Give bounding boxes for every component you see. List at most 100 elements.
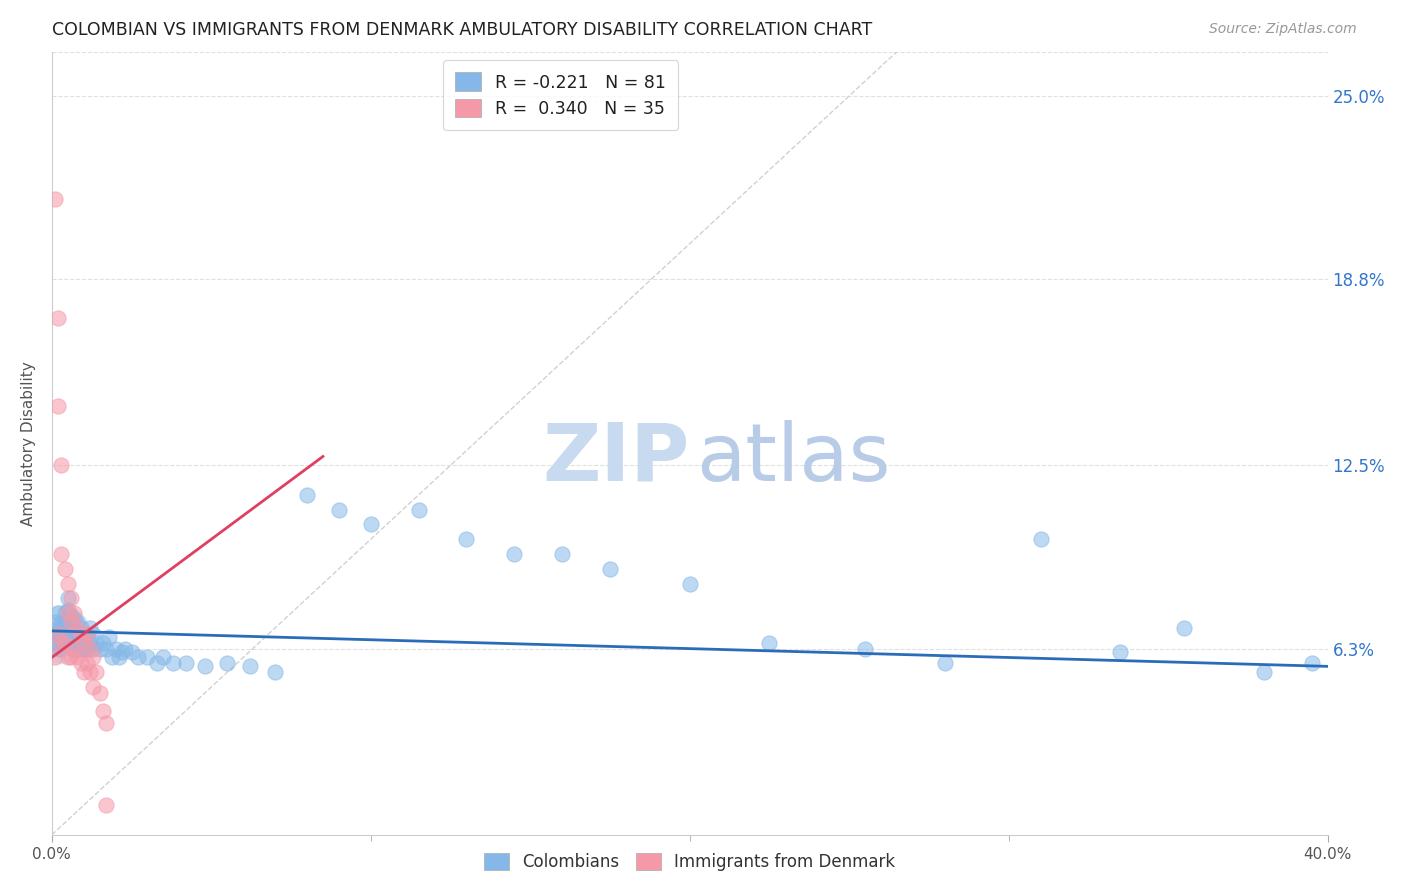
Point — [63, 612, 86, 626]
Point — [758, 636, 780, 650]
Point — [63, 641, 86, 656]
Point — [44, 636, 66, 650]
Point — [82, 641, 104, 656]
Point — [295, 488, 318, 502]
Point — [51, 458, 73, 473]
Point — [56, 627, 79, 641]
Point — [51, 641, 73, 656]
Point — [79, 621, 101, 635]
Point — [59, 636, 82, 650]
Point — [59, 627, 82, 641]
Point — [56, 603, 79, 617]
Point — [107, 650, 129, 665]
Point — [1173, 621, 1195, 635]
Point — [1029, 533, 1052, 547]
Point — [66, 615, 89, 629]
Point — [53, 606, 76, 620]
Point — [1301, 657, 1323, 671]
Point — [56, 606, 79, 620]
Point — [63, 606, 86, 620]
Point — [73, 627, 96, 641]
Point — [66, 621, 89, 635]
Point — [63, 630, 86, 644]
Point — [46, 627, 69, 641]
Text: COLOMBIAN VS IMMIGRANTS FROM DENMARK AMBULATORY DISABILITY CORRELATION CHART: COLOMBIAN VS IMMIGRANTS FROM DENMARK AMB… — [52, 21, 872, 39]
Point — [56, 615, 79, 629]
Point — [51, 547, 73, 561]
Point — [82, 627, 104, 641]
Point — [44, 650, 66, 665]
Point — [44, 615, 66, 629]
Point — [51, 636, 73, 650]
Point — [101, 650, 124, 665]
Point — [82, 680, 104, 694]
Text: ZIP: ZIP — [543, 420, 690, 498]
Point — [46, 627, 69, 641]
Point — [934, 657, 956, 671]
Point — [46, 310, 69, 325]
Point — [56, 636, 79, 650]
Point — [853, 641, 876, 656]
Point — [408, 502, 430, 516]
Point — [56, 591, 79, 606]
Point — [69, 627, 91, 641]
Point — [91, 636, 114, 650]
Point — [76, 630, 98, 644]
Point — [69, 630, 91, 644]
Point — [51, 621, 73, 635]
Point — [94, 641, 117, 656]
Point — [66, 650, 89, 665]
Point — [217, 657, 239, 671]
Point — [73, 641, 96, 656]
Point — [239, 659, 262, 673]
Point — [66, 641, 89, 656]
Point — [98, 630, 121, 644]
Point — [104, 641, 127, 656]
Point — [136, 650, 159, 665]
Point — [66, 627, 89, 641]
Point — [94, 715, 117, 730]
Text: atlas: atlas — [696, 420, 890, 498]
Point — [79, 665, 101, 680]
Point — [51, 630, 73, 644]
Point — [46, 621, 69, 635]
Point — [69, 641, 91, 656]
Point — [46, 606, 69, 620]
Point — [551, 547, 574, 561]
Point — [76, 641, 98, 656]
Point — [86, 665, 108, 680]
Point — [162, 657, 184, 671]
Point — [53, 636, 76, 650]
Point — [146, 657, 169, 671]
Point — [127, 650, 149, 665]
Point — [79, 641, 101, 656]
Point — [111, 644, 134, 658]
Point — [194, 659, 217, 673]
Point — [91, 704, 114, 718]
Point — [59, 609, 82, 624]
Point — [73, 636, 96, 650]
Text: Source: ZipAtlas.com: Source: ZipAtlas.com — [1209, 22, 1357, 37]
Point — [56, 650, 79, 665]
Point — [53, 636, 76, 650]
Point — [82, 650, 104, 665]
Point — [63, 621, 86, 635]
Point — [94, 798, 117, 813]
Point — [1253, 665, 1275, 680]
Point — [174, 657, 197, 671]
Point — [456, 533, 478, 547]
Legend: Colombians, Immigrants from Denmark: Colombians, Immigrants from Denmark — [477, 846, 903, 878]
Point — [76, 627, 98, 641]
Point — [44, 192, 66, 206]
Point — [73, 665, 96, 680]
Point — [69, 621, 91, 635]
Point — [63, 641, 86, 656]
Point — [44, 627, 66, 641]
Point — [59, 618, 82, 632]
Point — [503, 547, 526, 561]
Point — [328, 502, 350, 516]
Point — [59, 650, 82, 665]
Point — [51, 636, 73, 650]
Point — [121, 644, 143, 658]
Point — [46, 641, 69, 656]
